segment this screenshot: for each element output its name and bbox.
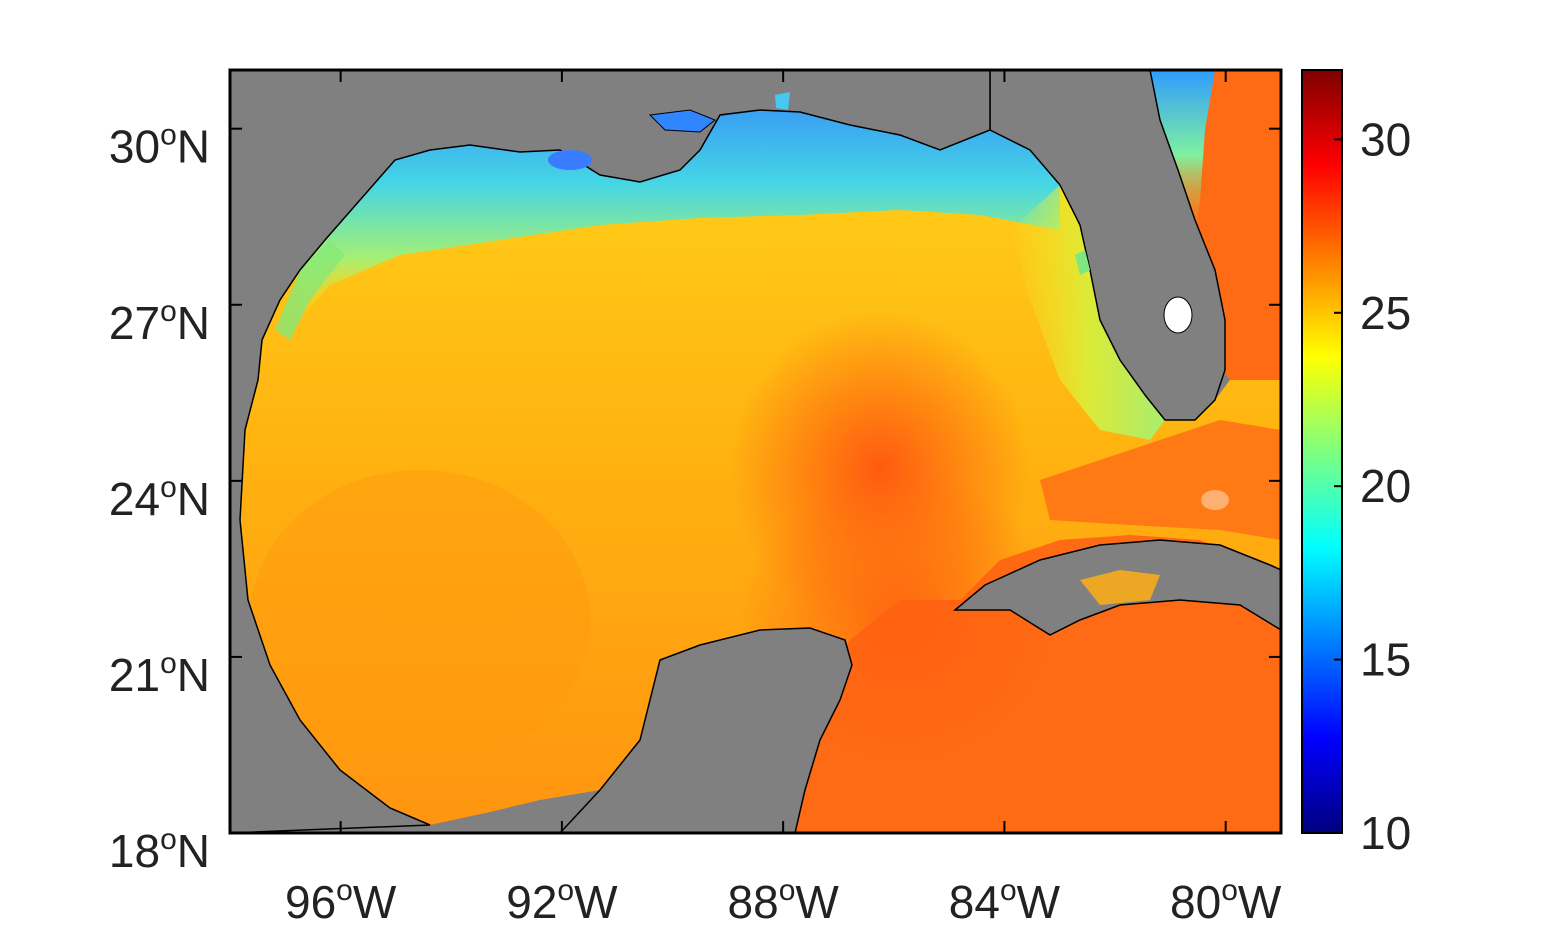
lon-tick-label: 84oW (949, 874, 1061, 928)
lat-tick-label: 27oN (109, 295, 210, 349)
colorbar-tick-label: 20 (1360, 460, 1411, 512)
lon-tick-label: 80oW (1170, 874, 1282, 928)
northern-shelf-cool-band (300, 110, 1060, 320)
texas-coast-cool (275, 240, 345, 340)
colorbar-axis: 30 25 20 15 10 (1334, 113, 1411, 859)
lon-tick-label: 88oW (728, 874, 840, 928)
us-gulf-coast-land (230, 70, 991, 833)
colorbar-tick-label: 15 (1360, 634, 1411, 686)
lon-tick-label: 96oW (285, 874, 397, 928)
coastal-lagoon (548, 150, 592, 170)
map-frame (228, 68, 1283, 835)
mobile-bay (775, 92, 790, 110)
colorbar (1301, 69, 1343, 834)
lat-tick-label: 30oN (109, 119, 210, 173)
west-florida-shelf-cool (1010, 185, 1165, 440)
longitude-axis: 96oW 92oW 88oW 84oW 80oW (285, 70, 1282, 928)
yucatan-land (558, 627, 853, 833)
lat-tick-label: 24oN (109, 471, 210, 525)
lat-tick-label: 18oN (109, 823, 210, 877)
lat-tick-label: 21oN (109, 647, 210, 701)
tampa-bay (1075, 250, 1090, 275)
lon-tick-label: 92oW (506, 874, 618, 928)
atlantic-coast-cool (1150, 70, 1215, 240)
map-panel (230, 70, 1281, 833)
colorbar-tick-label: 30 (1360, 113, 1411, 165)
lake-okeechobee (1163, 296, 1193, 334)
florida-land (989, 70, 1226, 421)
lake-pontchartrain (648, 109, 716, 133)
western-gulf-warm (250, 470, 590, 770)
colorbar-tick-label: 10 (1360, 807, 1411, 859)
coastal-island (1201, 490, 1229, 510)
colorbar-tick-label: 25 (1360, 287, 1411, 339)
latitude-axis: 30oN 27oN 24oN 21oN 18oN (109, 119, 1281, 877)
florida-strait-water (1040, 420, 1281, 540)
cuba-warm-coast (1080, 570, 1160, 605)
